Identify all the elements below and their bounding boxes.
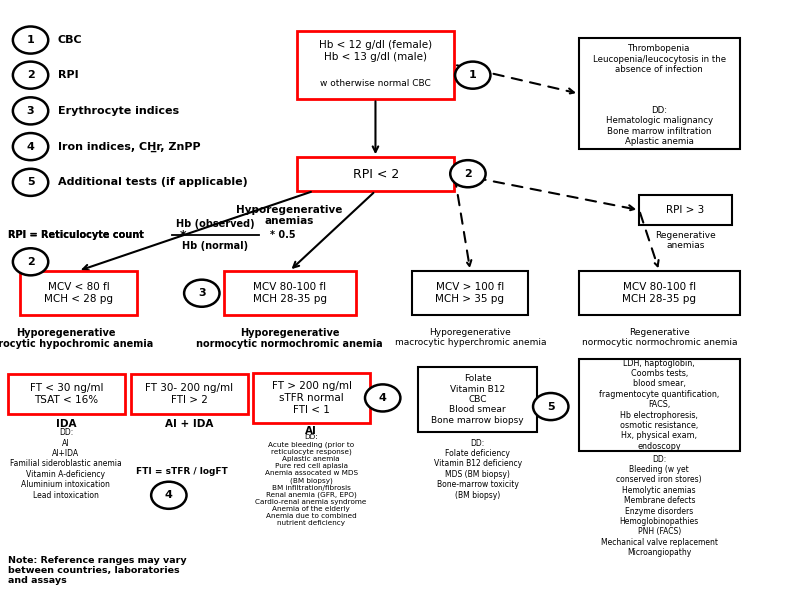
Circle shape — [13, 133, 48, 160]
Text: 3: 3 — [26, 106, 35, 116]
Text: 4: 4 — [165, 490, 173, 500]
Bar — [223, 271, 356, 315]
Text: Thrombopenia
Leucopenia/leucocytosis in the
absence of infection: Thrombopenia Leucopenia/leucocytosis in … — [592, 44, 725, 74]
Circle shape — [13, 26, 48, 54]
Text: 2: 2 — [463, 169, 471, 179]
Text: w otherwise normal CBC: w otherwise normal CBC — [320, 79, 430, 88]
Text: 2: 2 — [26, 70, 35, 80]
Bar — [638, 195, 731, 225]
Bar — [131, 374, 247, 414]
Text: RPI < 2: RPI < 2 — [353, 168, 398, 180]
Text: AI + IDA: AI + IDA — [165, 419, 213, 429]
Text: DD:
Folate deficiency
Vitamin B12 deficiency
MDS (BM biopsy)
Bone-marrow toxicit: DD: Folate deficiency Vitamin B12 defici… — [433, 439, 521, 500]
Text: Hyporegenerative
microcytic hypochromic anemia: Hyporegenerative microcytic hypochromic … — [0, 328, 153, 349]
Text: Erythrocyte indices: Erythrocyte indices — [58, 106, 179, 116]
Text: 2: 2 — [26, 257, 35, 267]
Text: 5: 5 — [546, 402, 554, 411]
Text: FT 30- 200 ng/ml
FTI > 2: FT 30- 200 ng/ml FTI > 2 — [145, 383, 233, 405]
Text: RPI = Reticulocyte count: RPI = Reticulocyte count — [8, 230, 144, 240]
Text: CBC: CBC — [58, 35, 83, 45]
Text: DD:
Hematologic malignancy
Bone marrow infiltration
Aplastic anemia: DD: Hematologic malignancy Bone marrow i… — [605, 106, 712, 146]
Circle shape — [365, 384, 400, 411]
Bar — [411, 271, 528, 315]
Bar — [297, 31, 454, 99]
Bar — [297, 157, 454, 191]
Text: Hb (normal): Hb (normal) — [182, 241, 248, 251]
Text: MCV 80-100 fl
MCH 28-35 pg: MCV 80-100 fl MCH 28-35 pg — [622, 282, 695, 304]
Text: RPI = Reticulocyte count: RPI = Reticulocyte count — [8, 230, 144, 240]
Circle shape — [450, 160, 485, 187]
Text: MCV < 80 fl
MCH < 28 pg: MCV < 80 fl MCH < 28 pg — [44, 282, 112, 304]
Bar — [578, 38, 739, 149]
Circle shape — [532, 393, 568, 420]
Circle shape — [184, 280, 219, 307]
Text: RPI: RPI — [58, 70, 79, 80]
Text: Note: Reference ranges may vary
between countries, laboratories
and assays: Note: Reference ranges may vary between … — [8, 556, 186, 585]
Text: FTI = sTFR / logFT: FTI = sTFR / logFT — [136, 467, 227, 476]
Text: FT > 200 ng/ml
sTFR normal
FTI < 1: FT > 200 ng/ml sTFR normal FTI < 1 — [271, 381, 351, 415]
Text: DD:
AI
AI+IDA
Familial sideroblastic anemia
Vitamin A-deficiency
Aluminium intox: DD: AI AI+IDA Familial sideroblastic ane… — [10, 428, 121, 500]
Text: Iron indices, CH̲r, ZnPP: Iron indices, CH̲r, ZnPP — [58, 142, 200, 152]
Text: DD:
Acute bleeding (prior to
reticulocyte response)
Aplastic anemia
Pure red cel: DD: Acute bleeding (prior to reticulocyt… — [255, 434, 366, 526]
Bar — [20, 271, 137, 315]
Text: LDH, haptoglobin,
Coombs tests,
blood smear,
fragmentocyte quantification,
FACS,: LDH, haptoglobin, Coombs tests, blood sm… — [598, 359, 719, 451]
Text: Hyporegenerative
macrocytic hyperchromic anemia: Hyporegenerative macrocytic hyperchromic… — [394, 328, 545, 347]
Bar — [578, 271, 739, 315]
Bar — [418, 367, 536, 432]
Circle shape — [13, 97, 48, 124]
Text: DD:
Bleeding (w yet
conserved iron stores)
Hemolytic anemias
Membrane defects
En: DD: Bleeding (w yet conserved iron store… — [600, 455, 717, 557]
Text: *: * — [180, 229, 186, 242]
Bar — [578, 359, 739, 451]
Text: Hyporegenerative
normocytic normochromic anemia: Hyporegenerative normocytic normochromic… — [196, 328, 382, 349]
Text: Hb < 12 g/dl (female)
Hb < 13 g/dl (male): Hb < 12 g/dl (female) Hb < 13 g/dl (male… — [319, 40, 432, 62]
Text: IDA: IDA — [55, 419, 76, 429]
Text: MCV > 100 fl
MCH > 35 pg: MCV > 100 fl MCH > 35 pg — [435, 282, 503, 304]
Text: Additional tests (if applicable): Additional tests (if applicable) — [58, 177, 247, 187]
Text: 1: 1 — [468, 70, 476, 80]
Text: Regenerative
anemias: Regenerative anemias — [654, 231, 715, 250]
Text: RPI > 3: RPI > 3 — [666, 205, 703, 215]
Text: 1: 1 — [26, 35, 35, 45]
Text: 4: 4 — [26, 142, 35, 152]
Text: * 0.5: * 0.5 — [270, 230, 296, 240]
Circle shape — [454, 62, 490, 89]
Bar — [8, 374, 124, 414]
Text: Folate
Vitamin B12
CBC
Blood smear
Bone marrow biopsy: Folate Vitamin B12 CBC Blood smear Bone … — [430, 374, 524, 425]
Text: Hb (observed): Hb (observed) — [176, 219, 255, 229]
Text: MCV 80-100 fl
MCH 28-35 pg: MCV 80-100 fl MCH 28-35 pg — [252, 282, 327, 304]
Text: 5: 5 — [26, 177, 35, 187]
Bar — [253, 373, 369, 423]
Text: 4: 4 — [378, 393, 386, 403]
Circle shape — [151, 482, 186, 509]
Text: FT < 30 ng/ml
TSAT < 16%: FT < 30 ng/ml TSAT < 16% — [30, 383, 103, 405]
Text: 3: 3 — [198, 288, 206, 298]
Text: Regenerative
normocytic normochromic anemia: Regenerative normocytic normochromic ane… — [581, 328, 736, 347]
Text: AI: AI — [305, 426, 316, 436]
Circle shape — [13, 248, 48, 275]
Circle shape — [13, 169, 48, 196]
Text: Hyporegenerative
anemias: Hyporegenerative anemias — [236, 205, 342, 226]
Circle shape — [13, 62, 48, 89]
